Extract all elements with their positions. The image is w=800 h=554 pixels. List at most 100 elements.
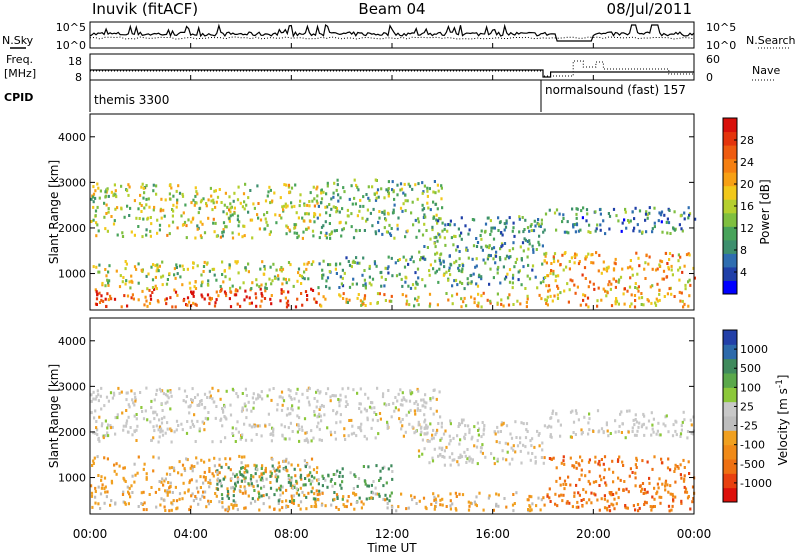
scatter-cell bbox=[161, 409, 164, 412]
scatter-cell bbox=[591, 253, 594, 256]
scatter-cell bbox=[181, 264, 184, 268]
scatter-cell bbox=[505, 221, 508, 225]
scatter-cell bbox=[582, 298, 585, 302]
scatter-cell bbox=[508, 249, 511, 253]
scatter-cell bbox=[274, 475, 277, 479]
scatter-cell bbox=[92, 185, 95, 189]
scatter-cell bbox=[339, 398, 342, 402]
scatter-cell bbox=[316, 425, 319, 429]
scatter-cell bbox=[249, 477, 252, 481]
scatter-cell bbox=[212, 267, 216, 271]
scatter-cell bbox=[518, 217, 521, 221]
scatter-cell bbox=[472, 272, 475, 276]
scatter-cell bbox=[497, 229, 500, 232]
scatter-cell bbox=[351, 282, 354, 286]
scatter-cell bbox=[92, 265, 95, 269]
noise-tick-bottom-right: 10^0 bbox=[706, 39, 736, 52]
scatter-cell bbox=[558, 494, 561, 498]
scatter-cell bbox=[250, 479, 253, 483]
scatter-cell bbox=[230, 503, 233, 507]
power-colorbar-cell bbox=[723, 212, 737, 227]
scatter-cell bbox=[241, 433, 244, 437]
scatter-cell bbox=[206, 396, 209, 399]
scatter-cell bbox=[548, 288, 551, 292]
scatter-cell bbox=[172, 194, 175, 198]
scatter-cell bbox=[567, 475, 570, 479]
scatter-cell bbox=[614, 285, 617, 289]
scatter-cell bbox=[269, 433, 272, 436]
scatter-cell bbox=[466, 277, 469, 281]
scatter-cell bbox=[117, 386, 120, 390]
scatter-cell bbox=[92, 205, 95, 209]
scatter-cell bbox=[622, 488, 625, 492]
scatter-cell bbox=[669, 232, 672, 235]
scatter-cell bbox=[105, 395, 109, 399]
scatter-cell bbox=[241, 407, 244, 411]
scatter-cell bbox=[553, 260, 556, 264]
scatter-cell bbox=[383, 212, 386, 216]
scatter-cell bbox=[134, 398, 137, 401]
scatter-cell bbox=[382, 497, 385, 501]
scatter-cell bbox=[170, 186, 173, 190]
scatter-cell bbox=[308, 403, 311, 407]
scatter-cell bbox=[431, 433, 434, 437]
scatter-cell bbox=[415, 429, 418, 433]
scatter-cell bbox=[378, 494, 381, 498]
scatter-cell bbox=[336, 183, 339, 187]
scatter-cell bbox=[264, 289, 267, 293]
scatter-cell bbox=[253, 206, 256, 210]
scatter-cell bbox=[299, 468, 302, 472]
scatter-cell bbox=[458, 492, 461, 496]
scatter-cell bbox=[526, 240, 529, 243]
scatter-cell bbox=[476, 284, 480, 288]
scatter-cell bbox=[394, 261, 397, 265]
scatter-cell bbox=[555, 466, 558, 470]
scatter-cell bbox=[98, 263, 101, 267]
scatter-cell bbox=[339, 393, 342, 397]
scatter-cell bbox=[592, 282, 595, 286]
power-colorbar-label: Power [dB] bbox=[758, 179, 772, 244]
scatter-cell bbox=[237, 224, 240, 228]
scatter-cell bbox=[609, 287, 612, 291]
scatter-cell bbox=[126, 204, 129, 208]
scatter-cell bbox=[548, 496, 551, 500]
scatter-cell bbox=[522, 249, 525, 253]
scatter-cell bbox=[517, 278, 520, 282]
scatter-cell bbox=[580, 209, 583, 213]
scatter-cell bbox=[95, 221, 98, 225]
scatter-cell bbox=[555, 479, 558, 483]
scatter-cell bbox=[617, 430, 620, 434]
scatter-cell bbox=[160, 497, 163, 501]
scatter-cell bbox=[189, 404, 192, 408]
scatter-cell bbox=[106, 426, 109, 430]
scatter-cell bbox=[222, 477, 225, 481]
scatter-cell bbox=[316, 399, 319, 403]
scatter-cell bbox=[598, 459, 601, 463]
scatter-cell bbox=[345, 300, 348, 304]
scatter-cell bbox=[563, 479, 567, 483]
scatter-cell bbox=[471, 257, 474, 261]
scatter-cell bbox=[454, 507, 457, 511]
scatter-cell bbox=[669, 484, 672, 488]
scatter-cell bbox=[280, 290, 283, 294]
scatter-cell bbox=[191, 387, 194, 391]
scatter-cell bbox=[398, 272, 401, 276]
scatter-cell bbox=[336, 178, 339, 182]
scatter-cell bbox=[475, 445, 479, 449]
scatter-cell bbox=[288, 437, 291, 441]
scatter-cell bbox=[640, 425, 643, 429]
scatter-cell bbox=[666, 217, 669, 221]
scatter-cell bbox=[334, 263, 338, 267]
scatter-cell bbox=[207, 216, 210, 220]
power-colorbar-label: 16 bbox=[740, 200, 754, 213]
scatter-cell bbox=[278, 213, 281, 217]
scatter-cell bbox=[351, 202, 354, 206]
scatter-cell bbox=[636, 272, 639, 276]
scatter-cell bbox=[344, 405, 347, 408]
scatter-cell bbox=[215, 405, 218, 408]
scatter-cell bbox=[407, 262, 410, 266]
scatter-cell bbox=[341, 228, 344, 232]
scatter-cell bbox=[345, 297, 348, 301]
scatter-cell bbox=[530, 444, 533, 448]
scatter-cell bbox=[188, 508, 191, 512]
